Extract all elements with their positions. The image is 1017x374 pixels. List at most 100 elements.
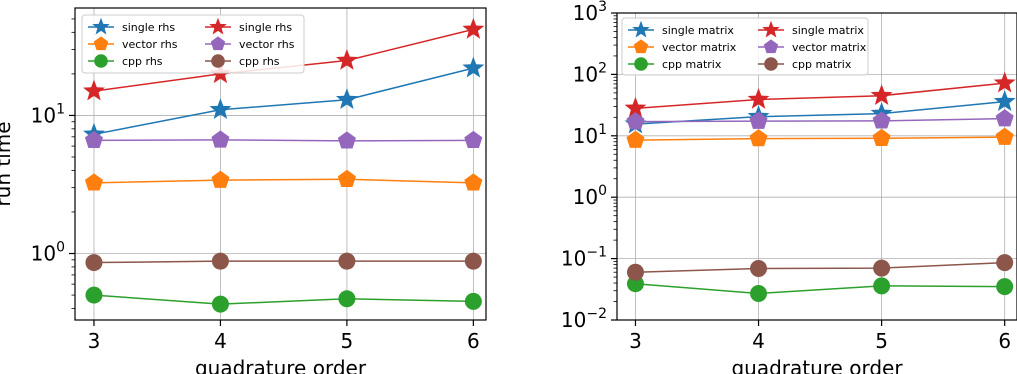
legend-entry: vector matrix [628,39,737,54]
legend-entry: single matrix [628,20,734,38]
y-tick-label: 101 [31,101,65,127]
legend-marker [210,36,226,51]
legend-box [621,17,869,76]
data-point [211,170,230,188]
x-axis-label: quadrature order [195,356,367,374]
series-line [93,260,474,264]
legend-entry: vector rhs [88,36,178,51]
legend-label: single matrix [662,24,734,37]
data-point [335,88,358,110]
series-group [624,71,1016,303]
data-point [996,278,1014,296]
x-tick-label: 4 [752,329,765,353]
series-4 [624,71,1016,118]
legend-entry: single rhs [205,17,292,35]
series-line [635,100,1005,125]
series-line [93,139,474,142]
legend-marker [211,54,225,68]
y-tick-label: 103 [573,0,607,25]
series-line [635,261,1005,273]
data-point [872,128,891,146]
data-point [462,56,485,78]
legend-marker [94,54,108,68]
plot-frame [74,7,487,321]
series-line [635,117,1005,123]
series-5 [626,109,1014,130]
x-axis-label: quadrature order [731,356,903,374]
data-point [749,129,768,147]
series-3 [626,275,1014,303]
chart-panel-2: 3 4 5 6 10−2 10−1 100 101 102 103 quadrature order… [561,0,1017,374]
data-point [993,90,1016,111]
data-point [211,295,229,313]
chart-panel-1: 3 4 5 6 100 101 quadrature order run time single… [0,7,487,374]
y-tick-label: 100 [31,240,65,266]
x-tick-label: 3 [629,329,642,353]
data-point [464,292,482,310]
legend-marker [92,17,110,35]
x-tick-label: 3 [88,329,101,353]
series-line [93,67,474,136]
series-5 [84,130,483,149]
legend-entry: single rhs [88,17,175,35]
legend-label: single rhs [239,21,292,34]
y-tick-label: 10−1 [561,245,607,271]
legend-label: vector rhs [122,38,178,51]
legend-label: single rhs [122,21,175,34]
legend: single rhs vector rhs cpp rhs single rhs vec… [81,14,305,74]
data-point [996,254,1014,272]
data-point [750,259,768,277]
data-point [335,49,358,70]
legend-label: cpp matrix [662,58,722,71]
series-6 [85,252,482,272]
legend-entry: vector rhs [205,36,295,51]
y-axis-label: run time [0,121,15,206]
data-point [211,130,230,148]
data-point [83,79,105,101]
legend-label: cpp matrix [792,58,852,71]
data-point [995,109,1014,127]
data-point [337,131,356,149]
legend-label: vector matrix [792,41,867,54]
legend-label: vector matrix [662,41,737,54]
data-point [211,252,229,270]
legend-entry: vector matrix [758,39,867,54]
x-tick-label: 5 [341,329,354,353]
series-1 [624,90,1016,134]
data-point [624,96,647,118]
data-point [995,127,1014,145]
series-2 [626,127,1014,148]
legend-marker [763,39,779,54]
series-line [635,136,1005,141]
plot-frame [616,12,1017,321]
data-point [993,71,1016,93]
legend-entry: cpp rhs [205,54,280,68]
legend-entry: single matrix [758,20,864,38]
legend-label: cpp rhs [239,55,280,68]
legend-marker [633,39,649,54]
data-point [750,285,768,303]
series-3 [85,286,482,313]
data-point [84,130,103,149]
x-tick-label: 6 [467,329,480,353]
legend-entry: cpp matrix [758,57,852,71]
legend-marker [762,20,780,38]
data-point [870,84,893,105]
legend-marker [632,20,650,38]
data-point [872,111,891,129]
legend-marker [209,17,227,35]
y-tick-label: 10−2 [561,306,607,332]
series-line [93,178,474,184]
data-point [626,263,644,281]
series-line [635,282,1005,295]
data-point [338,252,356,270]
data-point [747,88,770,109]
data-point [338,290,356,308]
data-point [626,112,645,130]
series-line [635,82,1005,110]
legend-label: cpp rhs [122,55,163,68]
x-tick-label: 5 [875,329,888,353]
legend-entry: cpp matrix [628,57,722,71]
legend: single matrix vector matrix cpp matrix sing… [621,17,869,76]
data-point [873,259,891,277]
